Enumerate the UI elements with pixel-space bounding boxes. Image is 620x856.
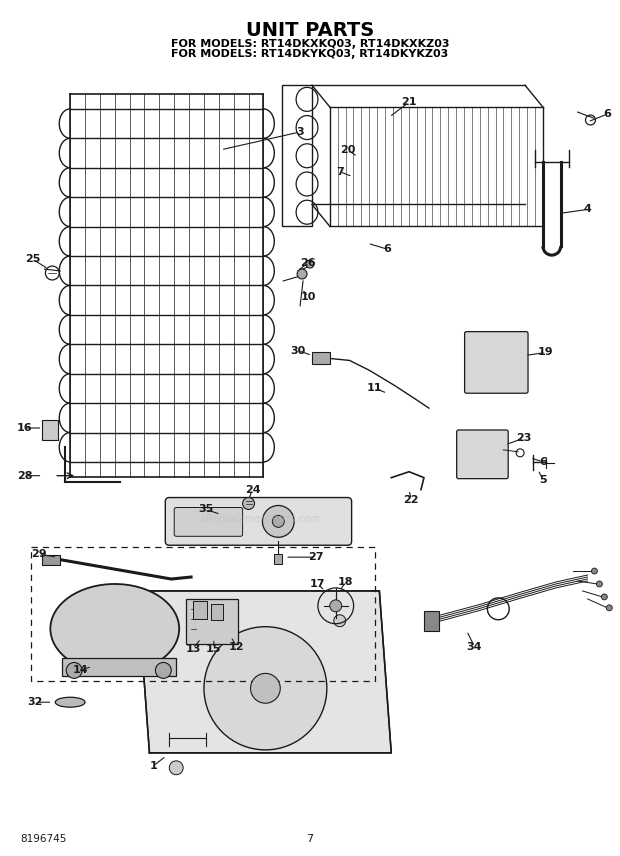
Text: 32: 32 [28,697,43,707]
Bar [424,611,439,631]
FancyBboxPatch shape [174,508,242,537]
Text: 5: 5 [539,475,547,484]
Circle shape [66,663,82,678]
Circle shape [601,594,608,600]
Text: 12: 12 [229,642,244,651]
Circle shape [306,260,314,268]
Bar [42,420,58,440]
Text: 11: 11 [366,383,382,393]
Text: 13: 13 [185,644,201,654]
FancyBboxPatch shape [457,430,508,479]
Circle shape [156,663,171,678]
Circle shape [591,568,598,574]
Text: 8196745: 8196745 [20,835,67,844]
Text: 6: 6 [383,244,391,254]
Text: 7: 7 [336,167,343,176]
Circle shape [272,515,284,527]
Text: 34: 34 [467,642,482,651]
Circle shape [262,506,294,538]
Circle shape [596,581,603,587]
Text: 24: 24 [245,484,260,495]
Text: 7: 7 [306,835,314,844]
Text: 27: 27 [308,552,324,562]
Bar [42,556,60,565]
Circle shape [250,674,280,703]
Text: 3: 3 [296,127,304,137]
Text: 28: 28 [17,471,32,481]
Text: FOR MODELS: RT14DKXKQ03, RT14DKXKZ03: FOR MODELS: RT14DKXKQ03, RT14DKXKZ03 [170,39,450,49]
Text: 4: 4 [583,205,591,214]
Circle shape [334,615,346,627]
Text: 20: 20 [340,145,355,155]
Circle shape [169,761,183,775]
Text: 35: 35 [198,504,213,514]
Bar [211,603,223,620]
Polygon shape [138,591,391,753]
Text: 26: 26 [300,258,316,268]
Text: FOR MODELS: RT14DKYKQ03, RT14DKYKZ03: FOR MODELS: RT14DKYKQ03, RT14DKYKZ03 [171,50,449,59]
Text: 15: 15 [206,644,221,654]
Bar [274,554,282,564]
Bar [62,658,176,676]
Text: 19: 19 [538,348,554,358]
Text: 30: 30 [291,346,306,355]
Bar [186,599,237,644]
Text: 10: 10 [300,292,316,302]
Text: 29: 29 [30,550,46,559]
Circle shape [330,600,342,612]
FancyBboxPatch shape [464,331,528,393]
Bar [282,86,312,226]
Text: 22: 22 [404,495,419,504]
Text: 1: 1 [149,761,157,770]
Bar [193,601,207,619]
FancyBboxPatch shape [166,497,352,545]
Ellipse shape [50,584,179,674]
Text: 23: 23 [516,433,532,443]
Text: UNIT PARTS: UNIT PARTS [246,21,374,39]
Bar [30,547,375,681]
Text: 17: 17 [310,579,326,589]
Ellipse shape [55,698,85,707]
Text: 16: 16 [17,423,32,433]
Circle shape [606,605,613,611]
Text: 25: 25 [25,254,40,265]
Text: 18: 18 [338,577,353,587]
Bar [312,353,330,365]
Text: 6: 6 [539,457,547,467]
Circle shape [242,497,254,509]
Text: 21: 21 [401,97,417,107]
Text: 6: 6 [603,109,611,119]
Circle shape [297,269,307,279]
Circle shape [204,627,327,750]
Text: 14: 14 [73,665,88,675]
Text: eReplacementParts.com: eReplacementParts.com [201,514,320,525]
